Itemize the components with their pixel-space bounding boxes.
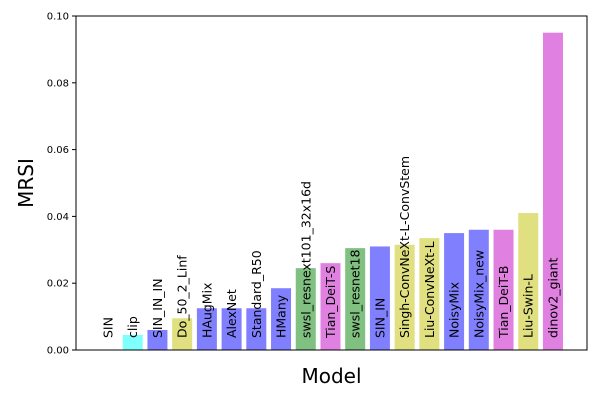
y-tick-label: 0.02	[47, 279, 69, 290]
bar-sin-in-in	[147, 329, 168, 350]
y-axis-title: MRSI	[14, 158, 38, 208]
bar-label: dinov2_giant	[545, 257, 560, 338]
bar-label: Liu-Swin-L	[521, 274, 536, 338]
bar-hmany	[271, 288, 292, 350]
bar-label: SIN_IN	[372, 298, 387, 338]
bar-singh-convnext-l-convstem	[394, 244, 415, 350]
bar-label: AlexNet	[224, 289, 239, 338]
bar-label: HAugMix	[199, 283, 214, 338]
bar-label: swsl_resnext101_32x16d	[298, 181, 313, 338]
y-tick-label: 0.08	[47, 78, 69, 89]
bars-layer	[122, 32, 563, 350]
bar-liu-swin-l	[518, 213, 539, 350]
bar-label: Singh-ConvNeXt-L-ConvStem	[397, 156, 412, 338]
bar-tian-deit-b	[493, 229, 514, 350]
bar-label: SIN_IN_IN	[150, 278, 165, 338]
bar-label: NoisyMix	[447, 282, 462, 338]
y-axis: 0.00 0.02 0.04 0.06 0.08 0.10	[47, 12, 76, 357]
bar-standard-r50	[246, 308, 267, 350]
bar-do-50-2-linf	[172, 318, 193, 350]
bar-label: HMany	[274, 294, 289, 338]
bar-label: Liu-ConvNeXt-L	[422, 241, 437, 338]
bar-label: clip	[125, 316, 140, 338]
bar-label: Standard_R50	[249, 250, 264, 338]
bar-haugmix	[196, 308, 217, 350]
bar-label: swsl_resnet18	[348, 249, 363, 338]
bar-dinov2-giant	[542, 32, 563, 350]
bar-noisymix-new	[468, 229, 489, 350]
bar-swsl-resnet18	[345, 248, 366, 350]
bar-labels-layer: SIN clip SIN_IN_IN Do_50_2_Linf HAugMix AlexN…	[101, 156, 561, 339]
bar-label: NoisyMix_new	[471, 250, 486, 338]
bar-label: Tian_DeiT-B	[496, 266, 511, 339]
y-tick-label: 0.10	[47, 12, 69, 23]
bar-swsl-resnext101-32x16d	[295, 268, 316, 350]
bar-noisymix	[444, 233, 465, 350]
bar-liu-convnext-l	[419, 238, 440, 350]
bar-label: SIN	[101, 317, 116, 338]
bar-label: Do_50_2_Linf	[175, 255, 190, 338]
bar-clip	[122, 334, 143, 350]
bar-sin-in	[369, 246, 390, 350]
bar-alexnet	[221, 308, 242, 350]
bar-tian-deit-s	[320, 263, 341, 350]
x-axis-title: Model	[301, 364, 361, 388]
bar-label: Tian_DeiT-S	[323, 266, 338, 339]
y-tick-label: 0.00	[47, 346, 69, 357]
plot-frame	[75, 15, 588, 351]
y-tick-label: 0.04	[47, 212, 69, 223]
y-tick-label: 0.06	[47, 145, 69, 156]
